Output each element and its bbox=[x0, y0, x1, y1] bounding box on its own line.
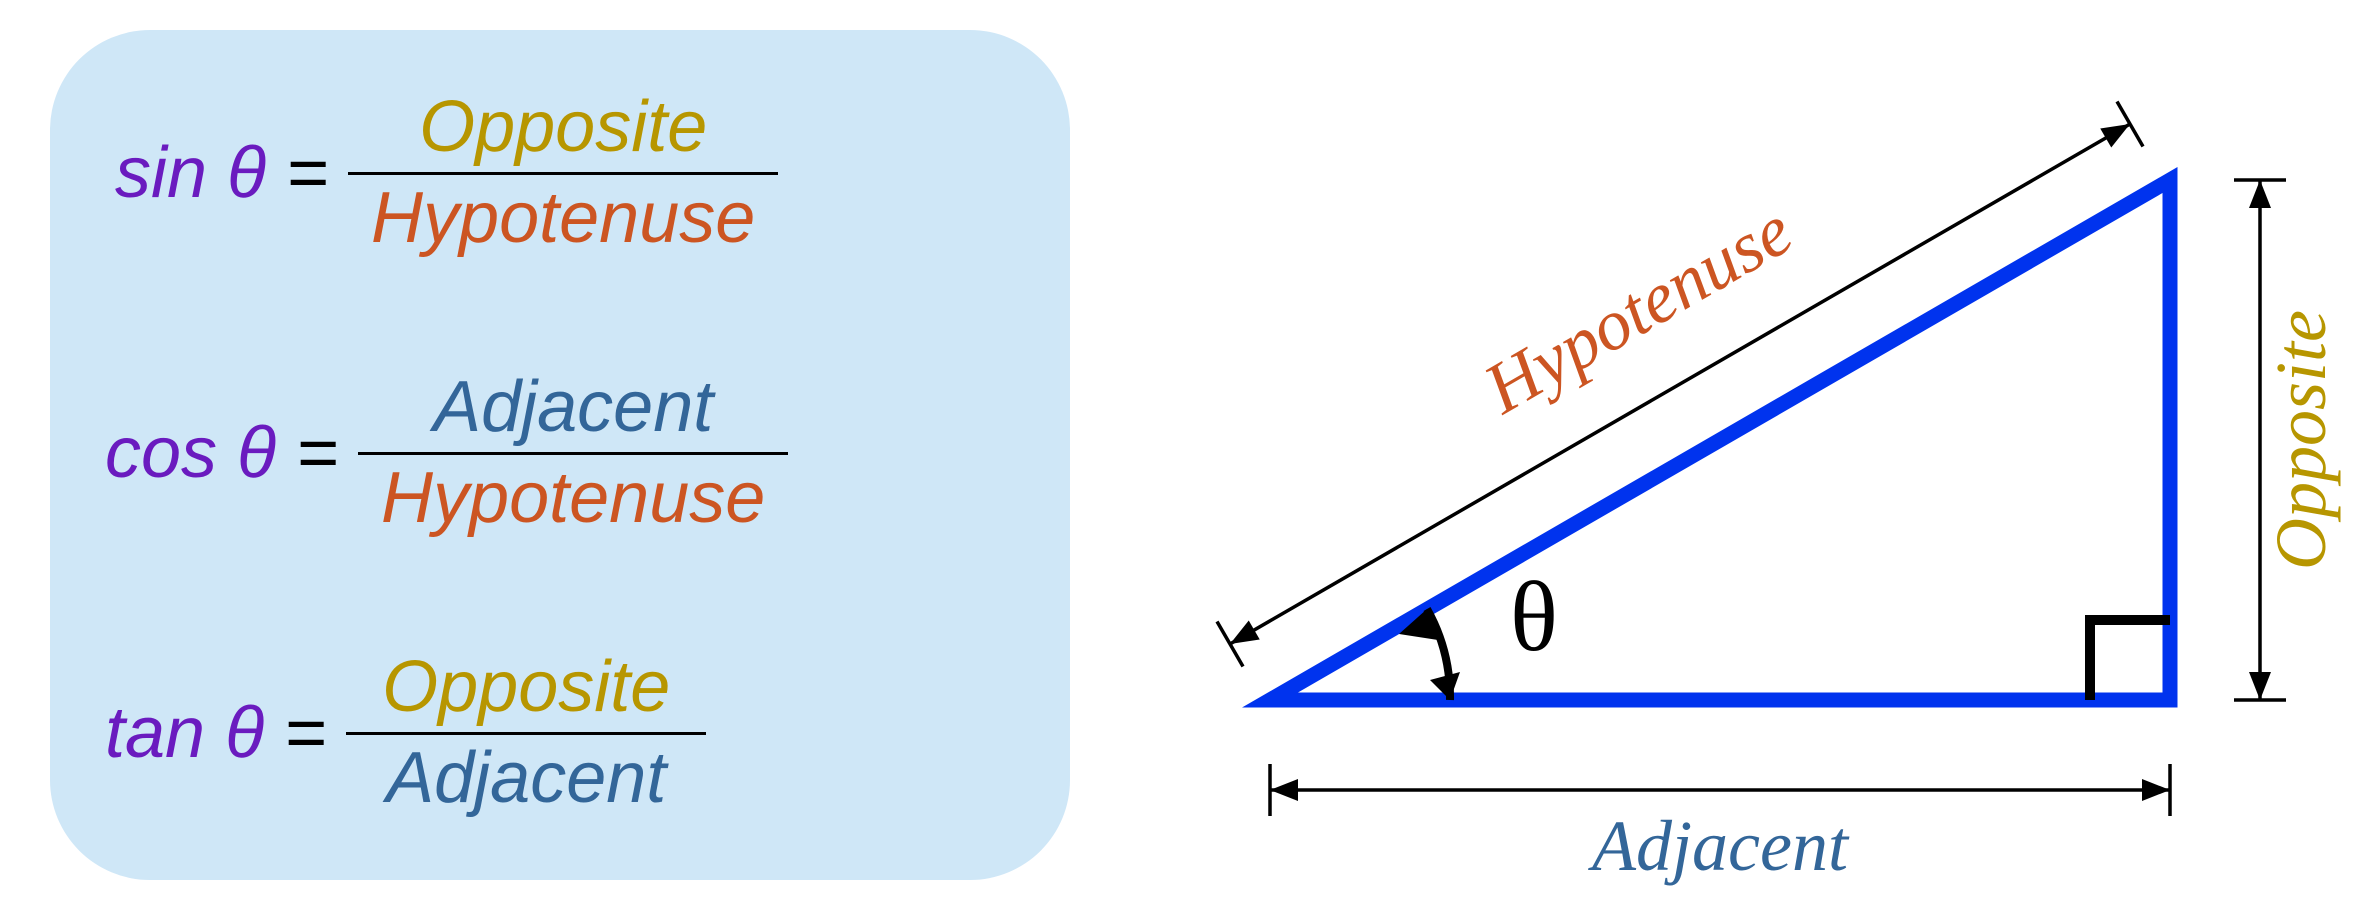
tan-func: tan θ bbox=[105, 693, 264, 773]
tan-fraction: Opposite Adjacent bbox=[346, 650, 706, 816]
tan-numerator: Opposite bbox=[382, 650, 670, 726]
adjacent-dim-arrowhead-icon bbox=[1270, 779, 1298, 801]
sin-func: sin θ bbox=[115, 133, 266, 213]
cos-func: cos θ bbox=[105, 413, 276, 493]
formula-sin: sin θ = Opposite Hypotenuse bbox=[115, 90, 778, 256]
tan-lhs: tan θ = bbox=[105, 692, 326, 774]
hypotenuse-dim-arrowhead-icon bbox=[2100, 124, 2130, 148]
triangle-diagram: θ Adjacent Opposite Hypotenuse bbox=[1150, 0, 2358, 910]
sin-numerator: Opposite bbox=[419, 90, 707, 166]
opposite-label: Opposite bbox=[2261, 310, 2341, 570]
sin-denominator: Hypotenuse bbox=[371, 181, 755, 257]
sin-eq: = bbox=[266, 133, 328, 213]
cos-bar bbox=[358, 452, 788, 455]
opposite-dim-arrowhead-icon bbox=[2249, 180, 2271, 208]
hypotenuse-dim-tick bbox=[2117, 101, 2143, 146]
sin-fraction: Opposite Hypotenuse bbox=[348, 90, 778, 256]
formula-tan: tan θ = Opposite Adjacent bbox=[105, 650, 706, 816]
sin-lhs: sin θ = bbox=[115, 132, 328, 214]
cos-fraction: Adjacent Hypotenuse bbox=[358, 370, 788, 536]
adjacent-dim-arrowhead-icon bbox=[2142, 779, 2170, 801]
tan-bar bbox=[346, 732, 706, 735]
adjacent-label: Adjacent bbox=[1588, 806, 1850, 886]
opposite-dim-arrowhead-icon bbox=[2249, 672, 2271, 700]
right-angle-icon bbox=[2090, 620, 2170, 700]
hypotenuse-dim-line bbox=[1230, 124, 2130, 644]
page-root: sin θ = Opposite Hypotenuse cos θ = Adja… bbox=[0, 0, 2358, 910]
hypotenuse-dim-arrowhead-icon bbox=[1230, 620, 1260, 644]
cos-numerator: Adjacent bbox=[433, 370, 713, 446]
hypotenuse-dim-tick bbox=[1217, 621, 1243, 666]
cos-denominator: Hypotenuse bbox=[381, 461, 765, 537]
cos-eq: = bbox=[276, 413, 338, 493]
theta-label: θ bbox=[1510, 561, 1558, 672]
tan-denominator: Adjacent bbox=[386, 741, 666, 817]
hypotenuse-label: Hypotenuse bbox=[1470, 190, 1805, 430]
cos-lhs: cos θ = bbox=[105, 412, 338, 494]
formula-cos: cos θ = Adjacent Hypotenuse bbox=[105, 370, 788, 536]
tan-eq: = bbox=[264, 693, 326, 773]
sin-bar bbox=[348, 172, 778, 175]
